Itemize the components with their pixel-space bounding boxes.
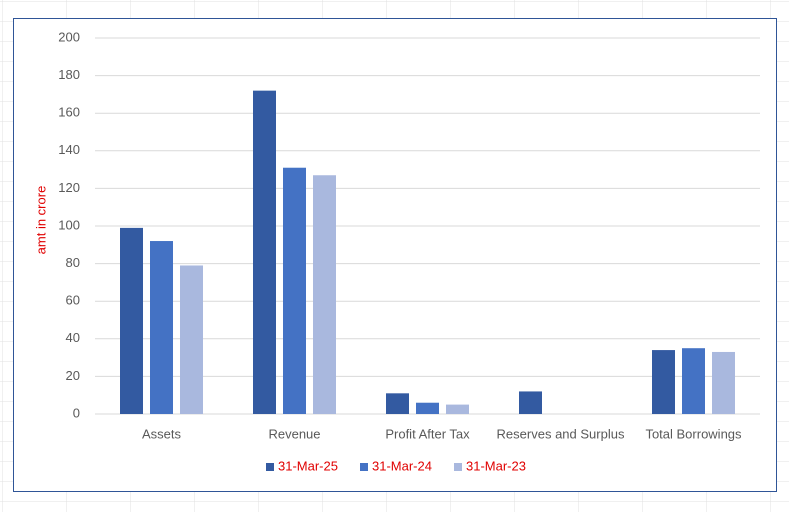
- legend-label: 31-Mar-23: [466, 458, 526, 473]
- legend-swatch: [266, 463, 274, 471]
- y-axis-label: amt in crore: [33, 186, 48, 255]
- bar: [712, 351, 735, 414]
- bar: [120, 227, 143, 414]
- bar: [150, 241, 173, 414]
- bar: [283, 167, 306, 414]
- x-tick-label: Assets: [142, 426, 182, 441]
- x-tick-label: Total Borrowings: [645, 426, 742, 441]
- legend-swatch: [454, 463, 462, 471]
- bar: [519, 391, 542, 414]
- bar: [652, 350, 675, 414]
- x-tick-label: Reserves and Surplus: [497, 426, 625, 441]
- legend-swatch: [360, 463, 368, 471]
- y-tick-label: 180: [58, 67, 80, 82]
- y-tick-label: 140: [58, 142, 80, 157]
- legend-label: 31-Mar-25: [278, 458, 338, 473]
- bar: [682, 348, 705, 414]
- y-tick-label: 160: [58, 105, 80, 120]
- bar: [313, 175, 336, 414]
- y-tick-label: 60: [66, 293, 80, 308]
- y-tick-label: 40: [66, 330, 80, 345]
- x-tick-label: Revenue: [268, 426, 320, 441]
- y-tick-label: 80: [66, 255, 80, 270]
- y-tick-label: 200: [58, 29, 80, 44]
- y-tick-label: 0: [73, 405, 80, 420]
- legend-label: 31-Mar-24: [372, 458, 432, 473]
- bar: [253, 90, 276, 414]
- y-tick-label: 20: [66, 368, 80, 383]
- y-tick-label: 100: [58, 217, 80, 232]
- bar: [446, 404, 469, 414]
- bar: [386, 393, 409, 414]
- y-tick-label: 120: [58, 180, 80, 195]
- bar: [180, 265, 203, 414]
- x-tick-label: Profit After Tax: [385, 426, 470, 441]
- bar: [416, 402, 439, 414]
